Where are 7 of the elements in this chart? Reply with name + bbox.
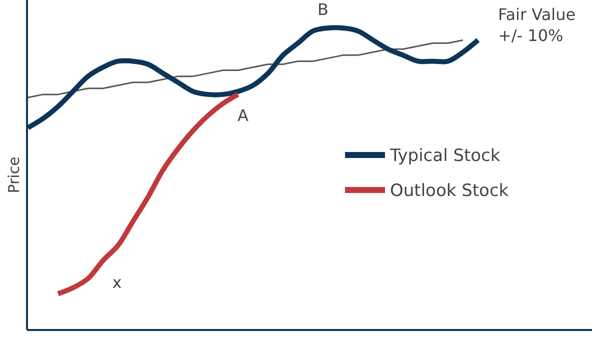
y-axis-title: Price — [5, 156, 23, 194]
annotation: x — [112, 273, 122, 292]
annotation: Fair Value +/- 10% — [498, 5, 576, 45]
legend-label: Typical Stock — [389, 146, 500, 166]
annotation: A — [238, 106, 249, 125]
legend-label: Outlook Stock — [390, 181, 509, 201]
text: B — [318, 0, 328, 19]
